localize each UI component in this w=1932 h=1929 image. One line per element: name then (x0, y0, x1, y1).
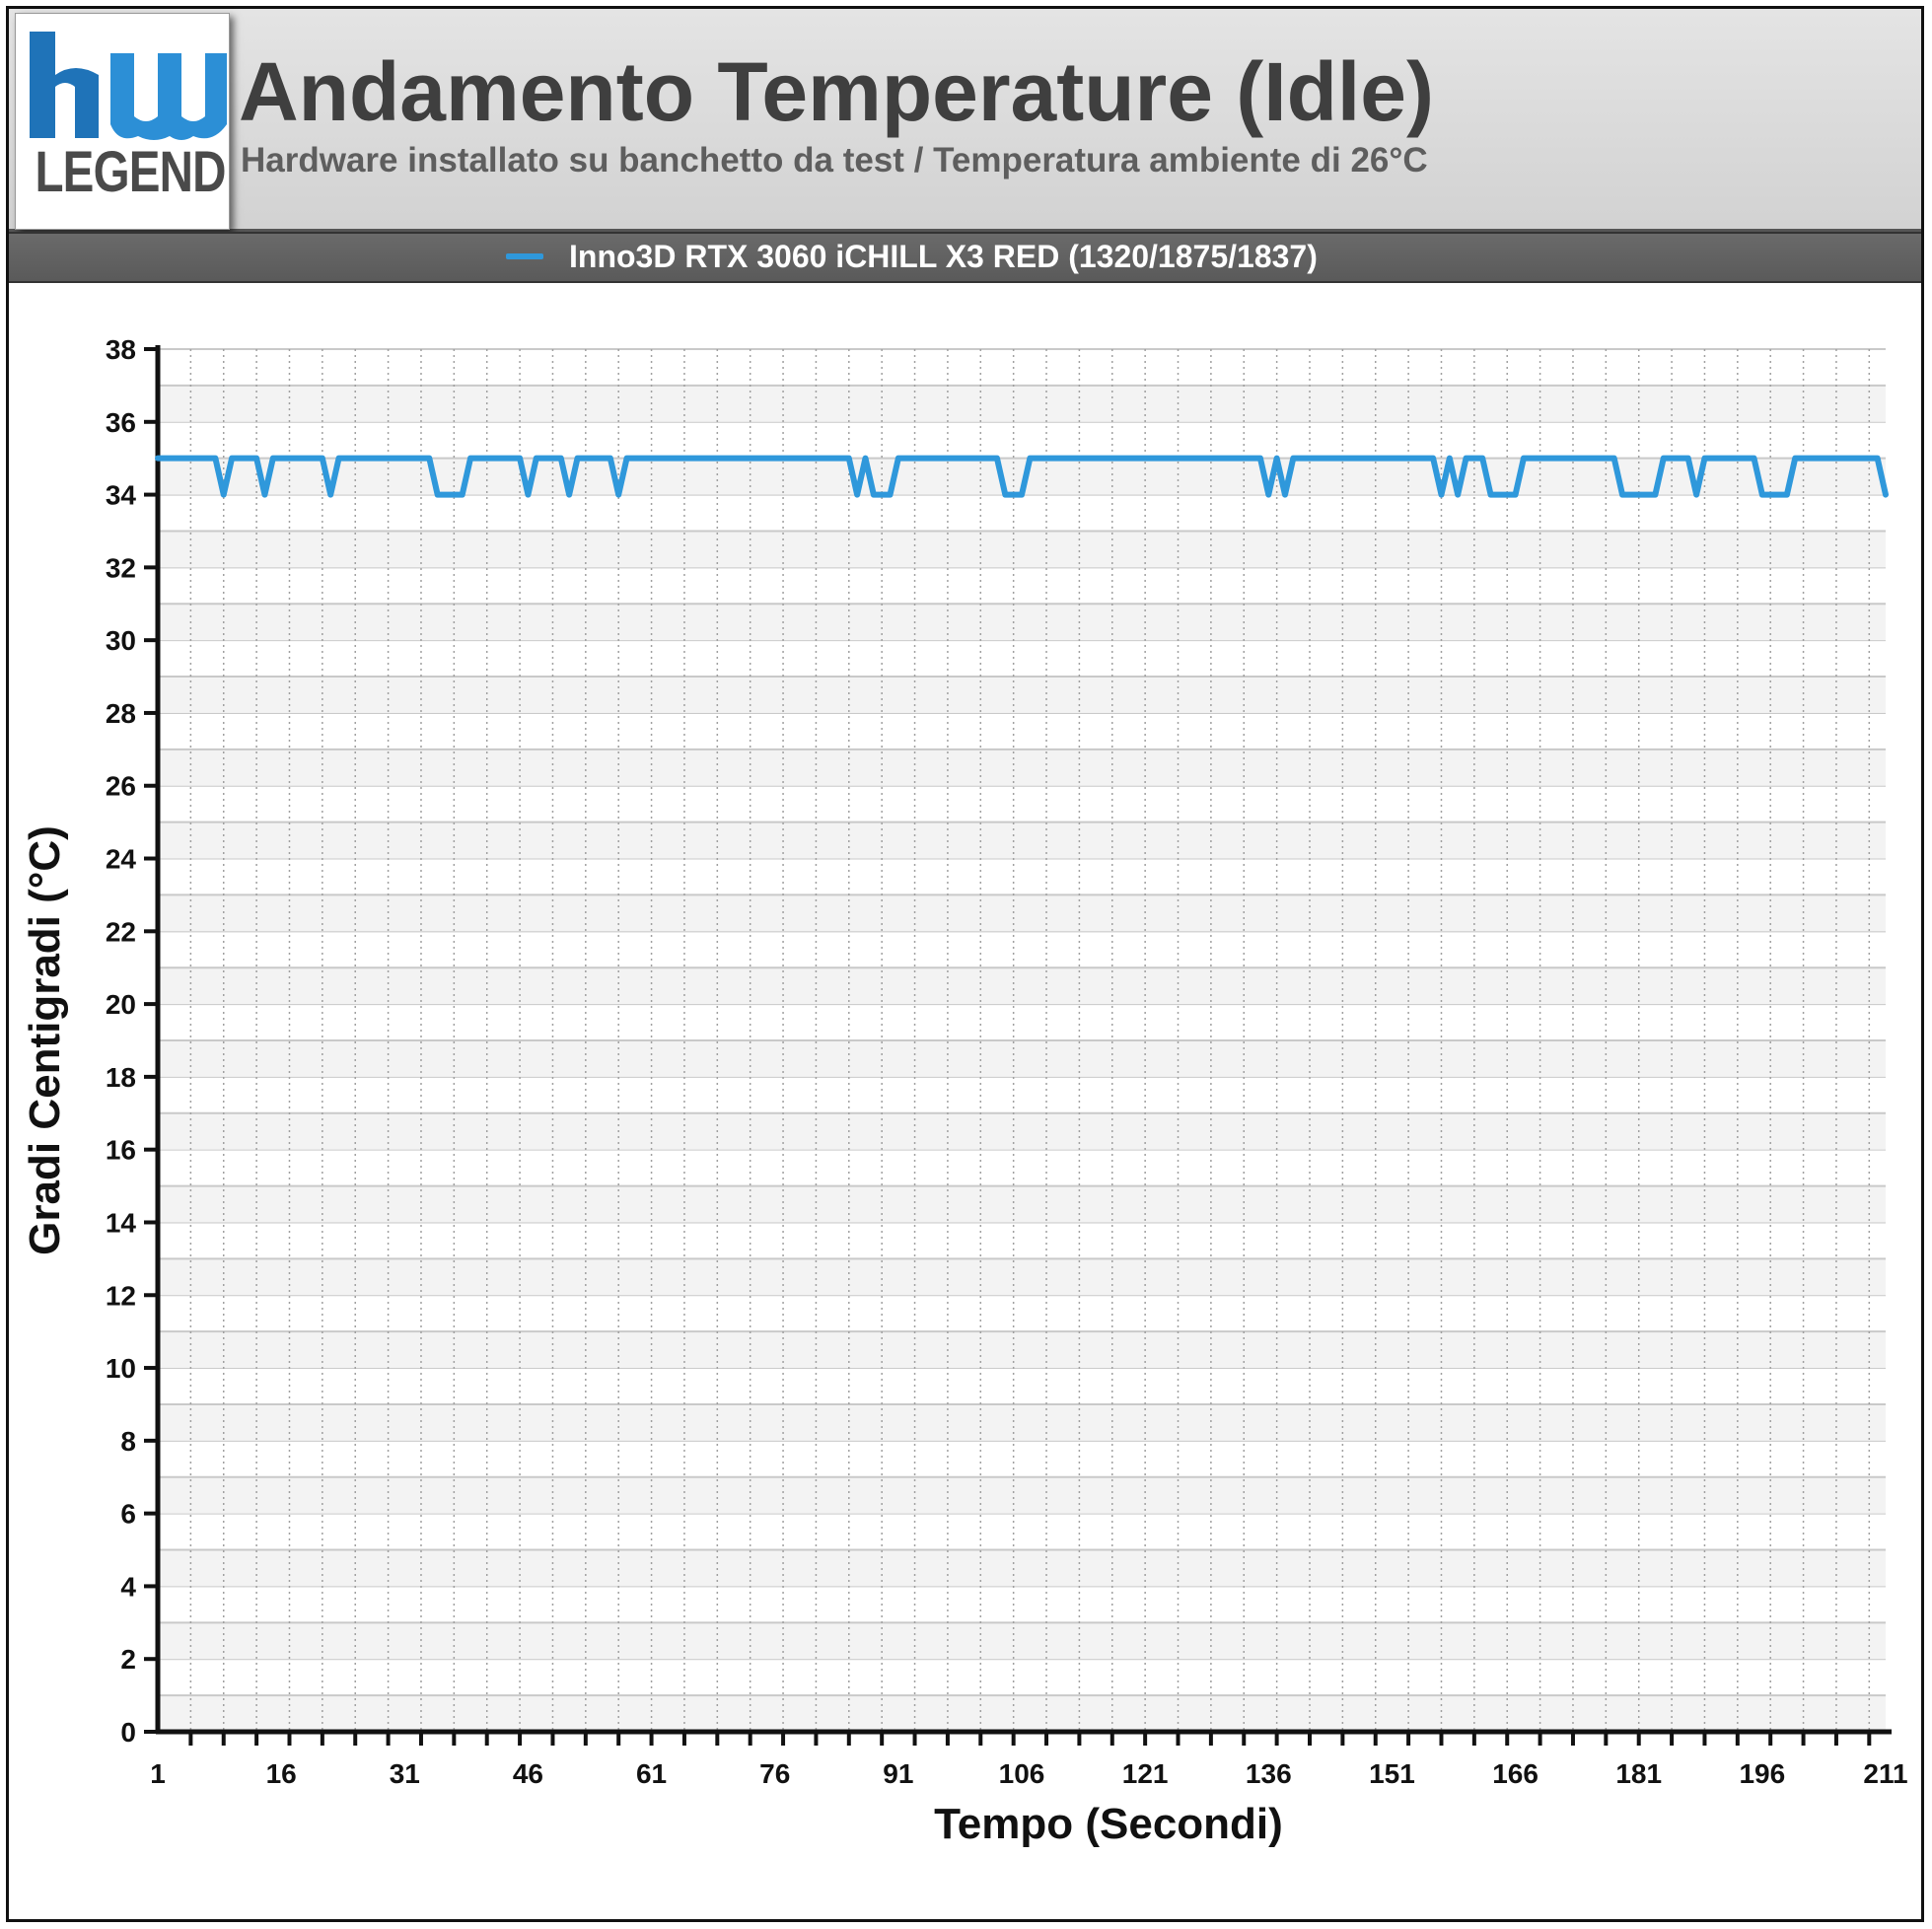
grid-band (158, 749, 1886, 786)
x-tick-label: 16 (266, 1758, 297, 1789)
y-tick-label: 22 (106, 916, 136, 947)
series-line (155, 455, 1889, 498)
legend-series-label: Inno3D RTX 3060 iCHILL X3 RED (1320/1875… (569, 239, 1318, 274)
grid-band (158, 1622, 1886, 1660)
x-tick-label: 136 (1246, 1758, 1292, 1789)
y-tick-label: 20 (106, 989, 136, 1020)
x-tick-label: 196 (1739, 1758, 1785, 1789)
x-tick-label: 61 (636, 1758, 667, 1789)
y-tick-label: 36 (106, 407, 136, 438)
x-tick-label: 31 (390, 1758, 420, 1789)
grid-band (158, 604, 1886, 641)
grid-band (158, 1331, 1886, 1369)
x-tick-label: 211 (1863, 1758, 1907, 1789)
grid-band (158, 894, 1886, 932)
y-tick-label: 0 (120, 1717, 136, 1748)
y-tick-label: 2 (120, 1644, 136, 1675)
x-tick-label: 166 (1492, 1758, 1538, 1789)
x-tick-label: 46 (513, 1758, 543, 1789)
grid-band (158, 1185, 1886, 1223)
logo-mark-icon (30, 32, 227, 140)
y-tick-label: 38 (106, 334, 136, 365)
logo-text: LEGEND (35, 140, 226, 204)
grid-band (158, 677, 1886, 713)
grid-band (158, 1258, 1886, 1296)
grid-band (158, 1040, 1886, 1077)
hwlegend-logo: LEGEND (15, 13, 230, 230)
x-tick-label: 106 (999, 1758, 1045, 1789)
x-tick-label: 181 (1615, 1758, 1662, 1789)
y-tick-label: 10 (106, 1353, 136, 1384)
header: LEGEND Andamento Temperature (Idle) Hard… (9, 9, 1921, 232)
chart-subtitle: Hardware installato su banchetto da test… (241, 141, 1428, 179)
x-tick-label: 1 (150, 1758, 166, 1789)
grid-band (158, 967, 1886, 1005)
y-tick-label: 8 (120, 1426, 136, 1457)
grid-band (158, 1112, 1886, 1150)
y-tick-label: 32 (106, 552, 136, 583)
y-tick-label: 6 (120, 1499, 136, 1530)
grid-band (158, 385, 1886, 422)
y-axis-label: Gradi Centigradi (°C) (21, 825, 69, 1255)
y-tick-label: 4 (120, 1571, 136, 1602)
y-tick-label: 34 (106, 480, 137, 511)
chart-title: Andamento Temperature (Idle) (239, 45, 1434, 138)
grid-band (158, 1476, 1886, 1514)
y-tick-label: 16 (106, 1135, 136, 1166)
x-tick-label: 76 (759, 1758, 790, 1789)
grid-band (158, 1549, 1886, 1587)
x-tick-label: 91 (883, 1758, 913, 1789)
y-tick-label: 18 (106, 1062, 136, 1093)
grid-band (158, 531, 1886, 568)
y-tick-label: 24 (106, 844, 137, 875)
y-tick-label: 12 (106, 1280, 136, 1311)
legend-swatch (506, 253, 543, 259)
y-tick-label: 26 (106, 771, 136, 802)
y-tick-label: 28 (106, 698, 136, 729)
y-tick-label: 14 (106, 1207, 137, 1238)
x-tick-label: 151 (1369, 1758, 1415, 1789)
grid-band (158, 822, 1886, 859)
y-tick-label: 30 (106, 625, 136, 656)
grid-band (158, 1695, 1886, 1732)
grid-band (158, 1403, 1886, 1441)
chart-frame: LEGEND Andamento Temperature (Idle) Hard… (6, 6, 1924, 1922)
x-axis-label: Tempo (Secondi) (934, 1800, 1283, 1848)
x-tick-label: 121 (1122, 1758, 1169, 1789)
legend: Inno3D RTX 3060 iCHILL X3 RED (1320/1875… (9, 232, 1921, 283)
